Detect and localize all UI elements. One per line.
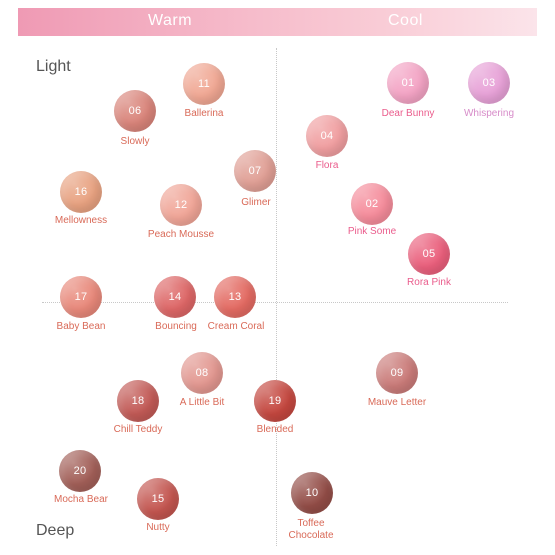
shade-name: Flora <box>315 160 339 171</box>
cool-label: Cool <box>388 12 423 29</box>
shade-name: Mocha Bear <box>54 494 108 505</box>
shade-swatch-12[interactable]: 12 <box>160 184 202 226</box>
shade-number: 13 <box>228 291 242 303</box>
warm-cool-header: Warm Cool <box>18 8 537 36</box>
vertical-divider <box>276 48 277 546</box>
shade-number: 07 <box>248 165 262 177</box>
shade-swatch-08[interactable]: 08 <box>181 352 223 394</box>
shade-number: 17 <box>74 291 88 303</box>
shade-number: 18 <box>131 395 145 407</box>
shade-swatch-04[interactable]: 04 <box>306 115 348 157</box>
shade-name: Peach Mousse <box>147 229 215 240</box>
shade-number: 03 <box>482 77 496 89</box>
shade-name: Chill Teddy <box>113 424 163 435</box>
shade-name: Toffee Chocolate <box>288 518 334 541</box>
shade-number: 05 <box>422 248 436 260</box>
shade-swatch-10[interactable]: 10 <box>291 472 333 514</box>
shade-name: Rora Pink <box>407 277 451 288</box>
shade-number: 01 <box>401 77 415 89</box>
shade-number: 19 <box>268 395 282 407</box>
shade-name: Nutty <box>146 522 170 533</box>
shade-number: 20 <box>73 465 87 477</box>
shade-swatch-14[interactable]: 14 <box>154 276 196 318</box>
shade-name: Ballerina <box>184 108 224 119</box>
shade-name: Whispering <box>463 108 515 119</box>
horizontal-divider <box>42 302 508 303</box>
shade-number: 14 <box>168 291 182 303</box>
warm-label: Warm <box>148 12 193 29</box>
shade-name: Dear Bunny <box>381 108 435 119</box>
shade-swatch-02[interactable]: 02 <box>351 183 393 225</box>
shade-swatch-13[interactable]: 13 <box>214 276 256 318</box>
shade-swatch-17[interactable]: 17 <box>60 276 102 318</box>
shade-name: Cream Coral <box>207 321 265 332</box>
shade-name: Slowly <box>120 136 150 147</box>
shade-swatch-16[interactable]: 16 <box>60 171 102 213</box>
shade-name: Mellowness <box>54 215 108 226</box>
light-label: Light <box>36 58 71 75</box>
shade-name: A Little Bit <box>179 397 225 408</box>
shade-swatch-07[interactable]: 07 <box>234 150 276 192</box>
shade-swatch-09[interactable]: 09 <box>376 352 418 394</box>
shade-number: 04 <box>320 130 334 142</box>
shade-number: 12 <box>174 199 188 211</box>
shade-number: 16 <box>74 186 88 198</box>
shade-number: 11 <box>197 78 211 90</box>
shade-swatch-18[interactable]: 18 <box>117 380 159 422</box>
shade-name: Baby Bean <box>56 321 106 332</box>
shade-number: 02 <box>365 198 379 210</box>
shade-swatch-15[interactable]: 15 <box>137 478 179 520</box>
shade-name: Mauve Letter <box>367 397 427 408</box>
shade-swatch-20[interactable]: 20 <box>59 450 101 492</box>
shade-number: 06 <box>128 105 142 117</box>
shade-name: Bouncing <box>155 321 197 332</box>
shade-name: Glimer <box>241 197 271 208</box>
shade-swatch-05[interactable]: 05 <box>408 233 450 275</box>
shade-swatch-01[interactable]: 01 <box>387 62 429 104</box>
shade-swatch-03[interactable]: 03 <box>468 62 510 104</box>
shade-number: 09 <box>390 367 404 379</box>
shade-number: 10 <box>305 487 319 499</box>
shade-name: Pink Some <box>347 226 397 237</box>
shade-swatch-11[interactable]: 11 <box>183 63 225 105</box>
shade-swatch-06[interactable]: 06 <box>114 90 156 132</box>
shade-swatch-19[interactable]: 19 <box>254 380 296 422</box>
shade-number: 08 <box>195 367 209 379</box>
deep-label: Deep <box>36 522 75 539</box>
shade-number: 15 <box>151 493 165 505</box>
shade-name: Blended <box>256 424 294 435</box>
